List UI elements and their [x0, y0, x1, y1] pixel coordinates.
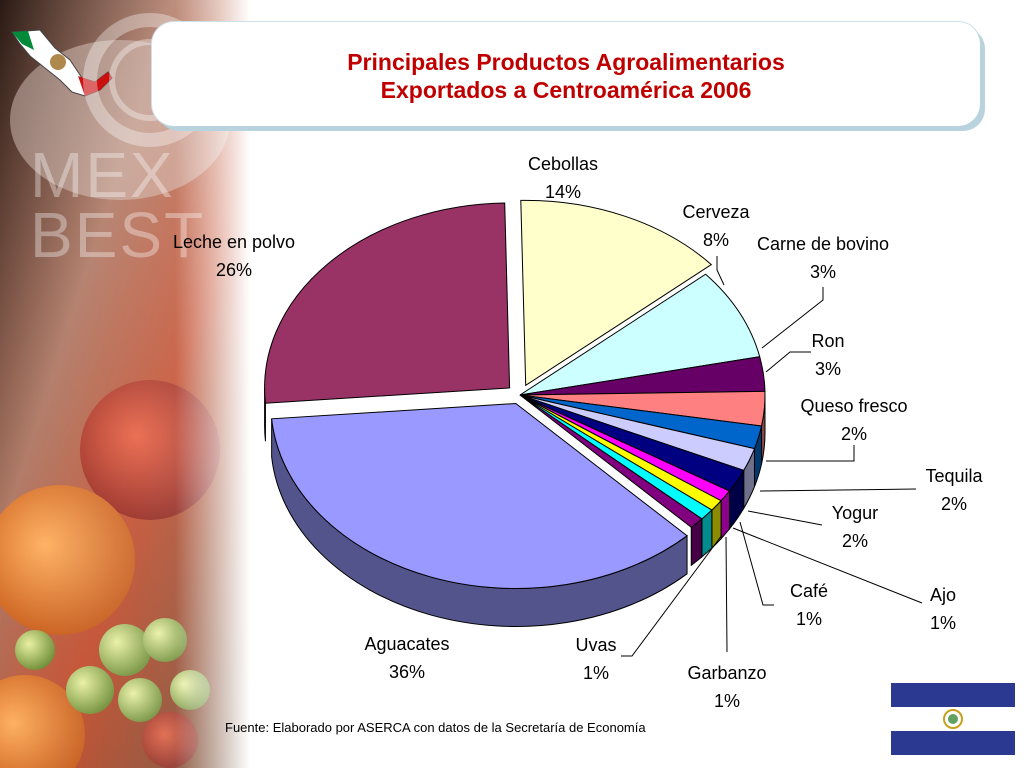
leader-line-queso-fresco [766, 445, 855, 462]
leader-line-café [739, 521, 774, 606]
slice-label-uvas: Uvas [575, 635, 616, 655]
slice-label-yogur: Yogur [832, 503, 878, 523]
leader-line-carne-de-bovino [761, 287, 824, 349]
source-note: Fuente: Elaborado por ASERCA con datos d… [225, 720, 646, 735]
slice-pct-cebollas: 14% [545, 182, 581, 202]
slice-pct-queso-fresco: 2% [841, 424, 867, 444]
slice-label-queso-fresco: Queso fresco [800, 396, 907, 416]
leader-line-ajo [732, 527, 923, 604]
slice-pct-uvas: 1% [583, 663, 609, 683]
slice-pct-leche-en-polvo: 26% [216, 260, 252, 280]
leader-line-garbanzo [725, 536, 728, 653]
title-line-1: Principales Productos Agroalimentarios [347, 49, 785, 75]
pie-slice-uvas [519, 394, 703, 528]
slice-label-leche-en-polvo: Leche en polvo [173, 232, 295, 252]
pie-slice-leche-en-polvo [264, 202, 511, 404]
pie-slice-cerveza [519, 273, 761, 396]
pie-tops [264, 199, 766, 589]
slice-label-ron: Ron [811, 331, 844, 351]
title-line-2: Exportados a Centroamérica 2006 [380, 77, 752, 103]
slice-pct-ajo: 1% [930, 613, 956, 633]
pie-labels: Cebollas 14% Cerveza 8% Carne de bovino 3% Ron… [173, 154, 984, 711]
pie-slice-aguacates [271, 402, 688, 589]
slice-pct-aguacates: 36% [389, 662, 425, 682]
el-salvador-flag [891, 683, 1015, 755]
mexbest-logo: MEX BEST [30, 139, 206, 271]
slice-pct-yogur: 2% [842, 531, 868, 551]
coat-of-arms-icon [943, 709, 963, 729]
background-decoration: MEX BEST [0, 0, 250, 768]
leader-line-tequila [759, 488, 917, 492]
slice-label-tequila: Tequila [925, 466, 983, 486]
slice-pct-tequila: 2% [941, 494, 967, 514]
leader-line-uvas [621, 534, 723, 657]
slice-pct-café: 1% [796, 609, 822, 629]
slice-pct-ron: 3% [815, 359, 841, 379]
pie-sides [264, 387, 766, 627]
slice-pct-carne-de-bovino: 3% [810, 262, 836, 282]
slice-pct-cerveza: 8% [703, 230, 729, 250]
leader-line-cerveza [716, 256, 725, 286]
leader-line-ron [765, 351, 811, 373]
slice-label-carne-de-bovino: Carne de bovino [757, 234, 889, 254]
slice-label-café: Café [790, 581, 828, 601]
slice-pct-garbanzo: 1% [714, 691, 740, 711]
fruit-background-image [0, 0, 250, 768]
pie-slice-cebollas [520, 199, 713, 387]
slice-label-cebollas: Cebollas [528, 154, 598, 174]
slice-label-cerveza: Cerveza [682, 202, 750, 222]
chart-title: Principales Productos Agroalimentarios E… [152, 48, 980, 104]
slice-label-ajo: Ajo [930, 585, 956, 605]
slice-label-garbanzo: Garbanzo [687, 663, 766, 683]
title-box: Principales Productos Agroalimentarios E… [152, 22, 980, 126]
mexico-map-icon [11, 29, 113, 97]
leader-line-yogur [747, 510, 823, 526]
slice-label-aguacates: Aguacates [364, 634, 449, 654]
